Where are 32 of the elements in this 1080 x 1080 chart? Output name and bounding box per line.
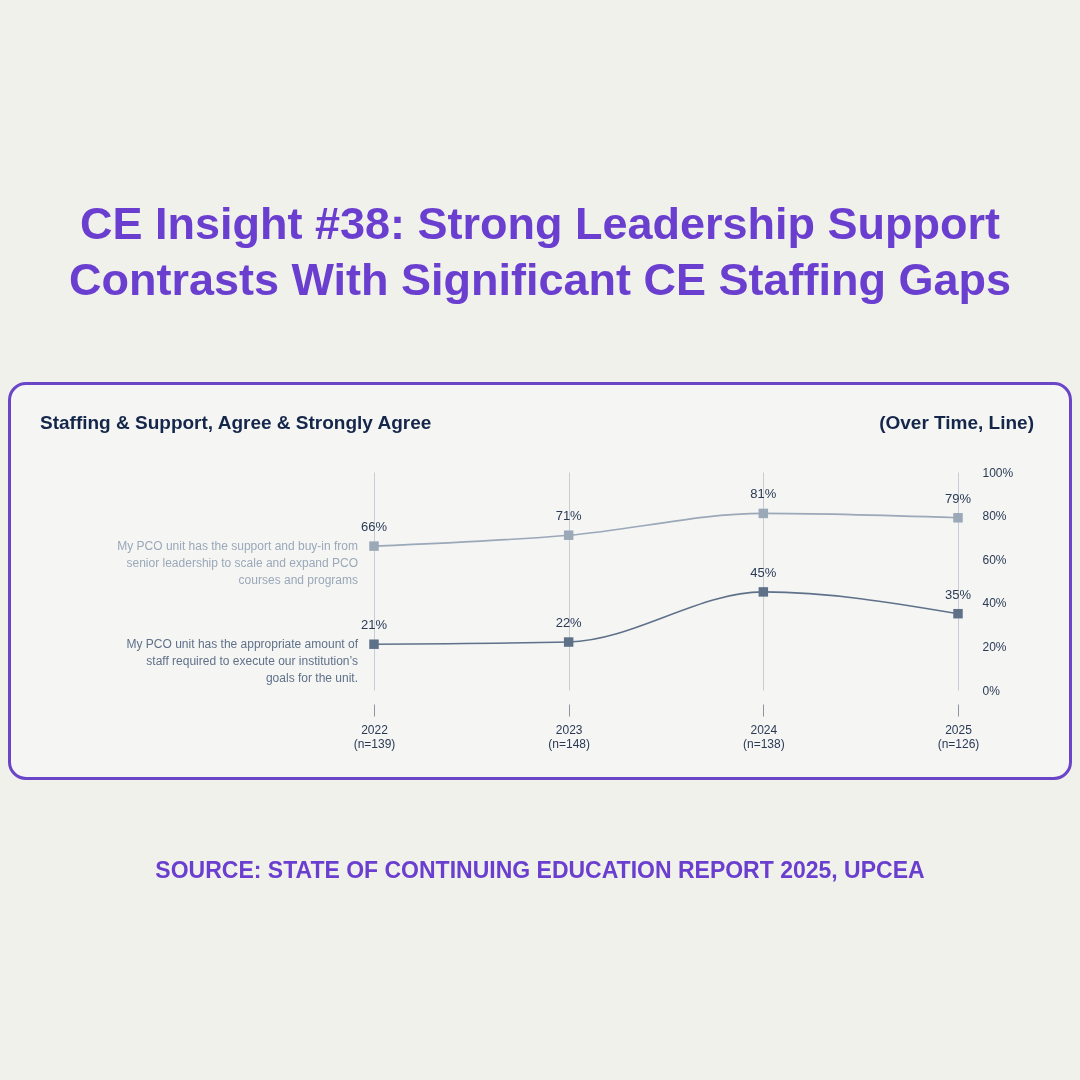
point: [369, 541, 379, 551]
data-label: 45%: [750, 564, 777, 580]
chart-subtitle: Staffing & Support, Agree & Strongly Agree: [40, 412, 432, 434]
point: [953, 513, 963, 523]
chart-title: CE Insight #38: Strong Leadership Support Contrasts With Significant CE Staffing Gaps: [67, 197, 1013, 307]
y-tick-label: 60%: [982, 552, 1007, 567]
y-tick-label: 20%: [982, 639, 1007, 654]
x-tick-label: 2025 (n=126): [937, 722, 980, 751]
source-note: SOURCE: STATE OF CONTINUING EDUCATION REPORT 2025, UPCEA: [154, 857, 926, 884]
data-label: 66%: [360, 519, 388, 535]
data-label: 35%: [944, 586, 972, 602]
point: [563, 637, 574, 647]
point: [953, 608, 963, 619]
y-tick-label: 80%: [982, 509, 1007, 524]
series-label: My PCO unit has the appropriate amount of staff required to execute our institution’s goals for the unit.: [126, 637, 359, 686]
y-tick-label: 40%: [982, 596, 1007, 611]
data-label: 22%: [555, 615, 583, 631]
point: [563, 530, 574, 540]
data-label: 21%: [360, 617, 388, 633]
point: [369, 639, 379, 649]
point: [758, 508, 769, 519]
text: (Over Time, Line): [879, 412, 1034, 434]
data-label: 79%: [944, 490, 972, 506]
y-tick-label: 0%: [982, 683, 1001, 698]
x-tick-label: 2023 (n=148): [548, 722, 591, 751]
data-label: 71%: [555, 508, 583, 524]
point: [758, 587, 769, 597]
x-tick-label: 2024 (n=138): [742, 722, 785, 751]
y-tick-label: 100%: [982, 465, 1014, 480]
data-label: 81%: [750, 486, 777, 502]
series-label: My PCO unit has the support and buy-in from senior leadership to scale and expand PCO courses and programs: [117, 539, 358, 588]
x-tick-label: 2022 (n=139): [353, 722, 396, 751]
